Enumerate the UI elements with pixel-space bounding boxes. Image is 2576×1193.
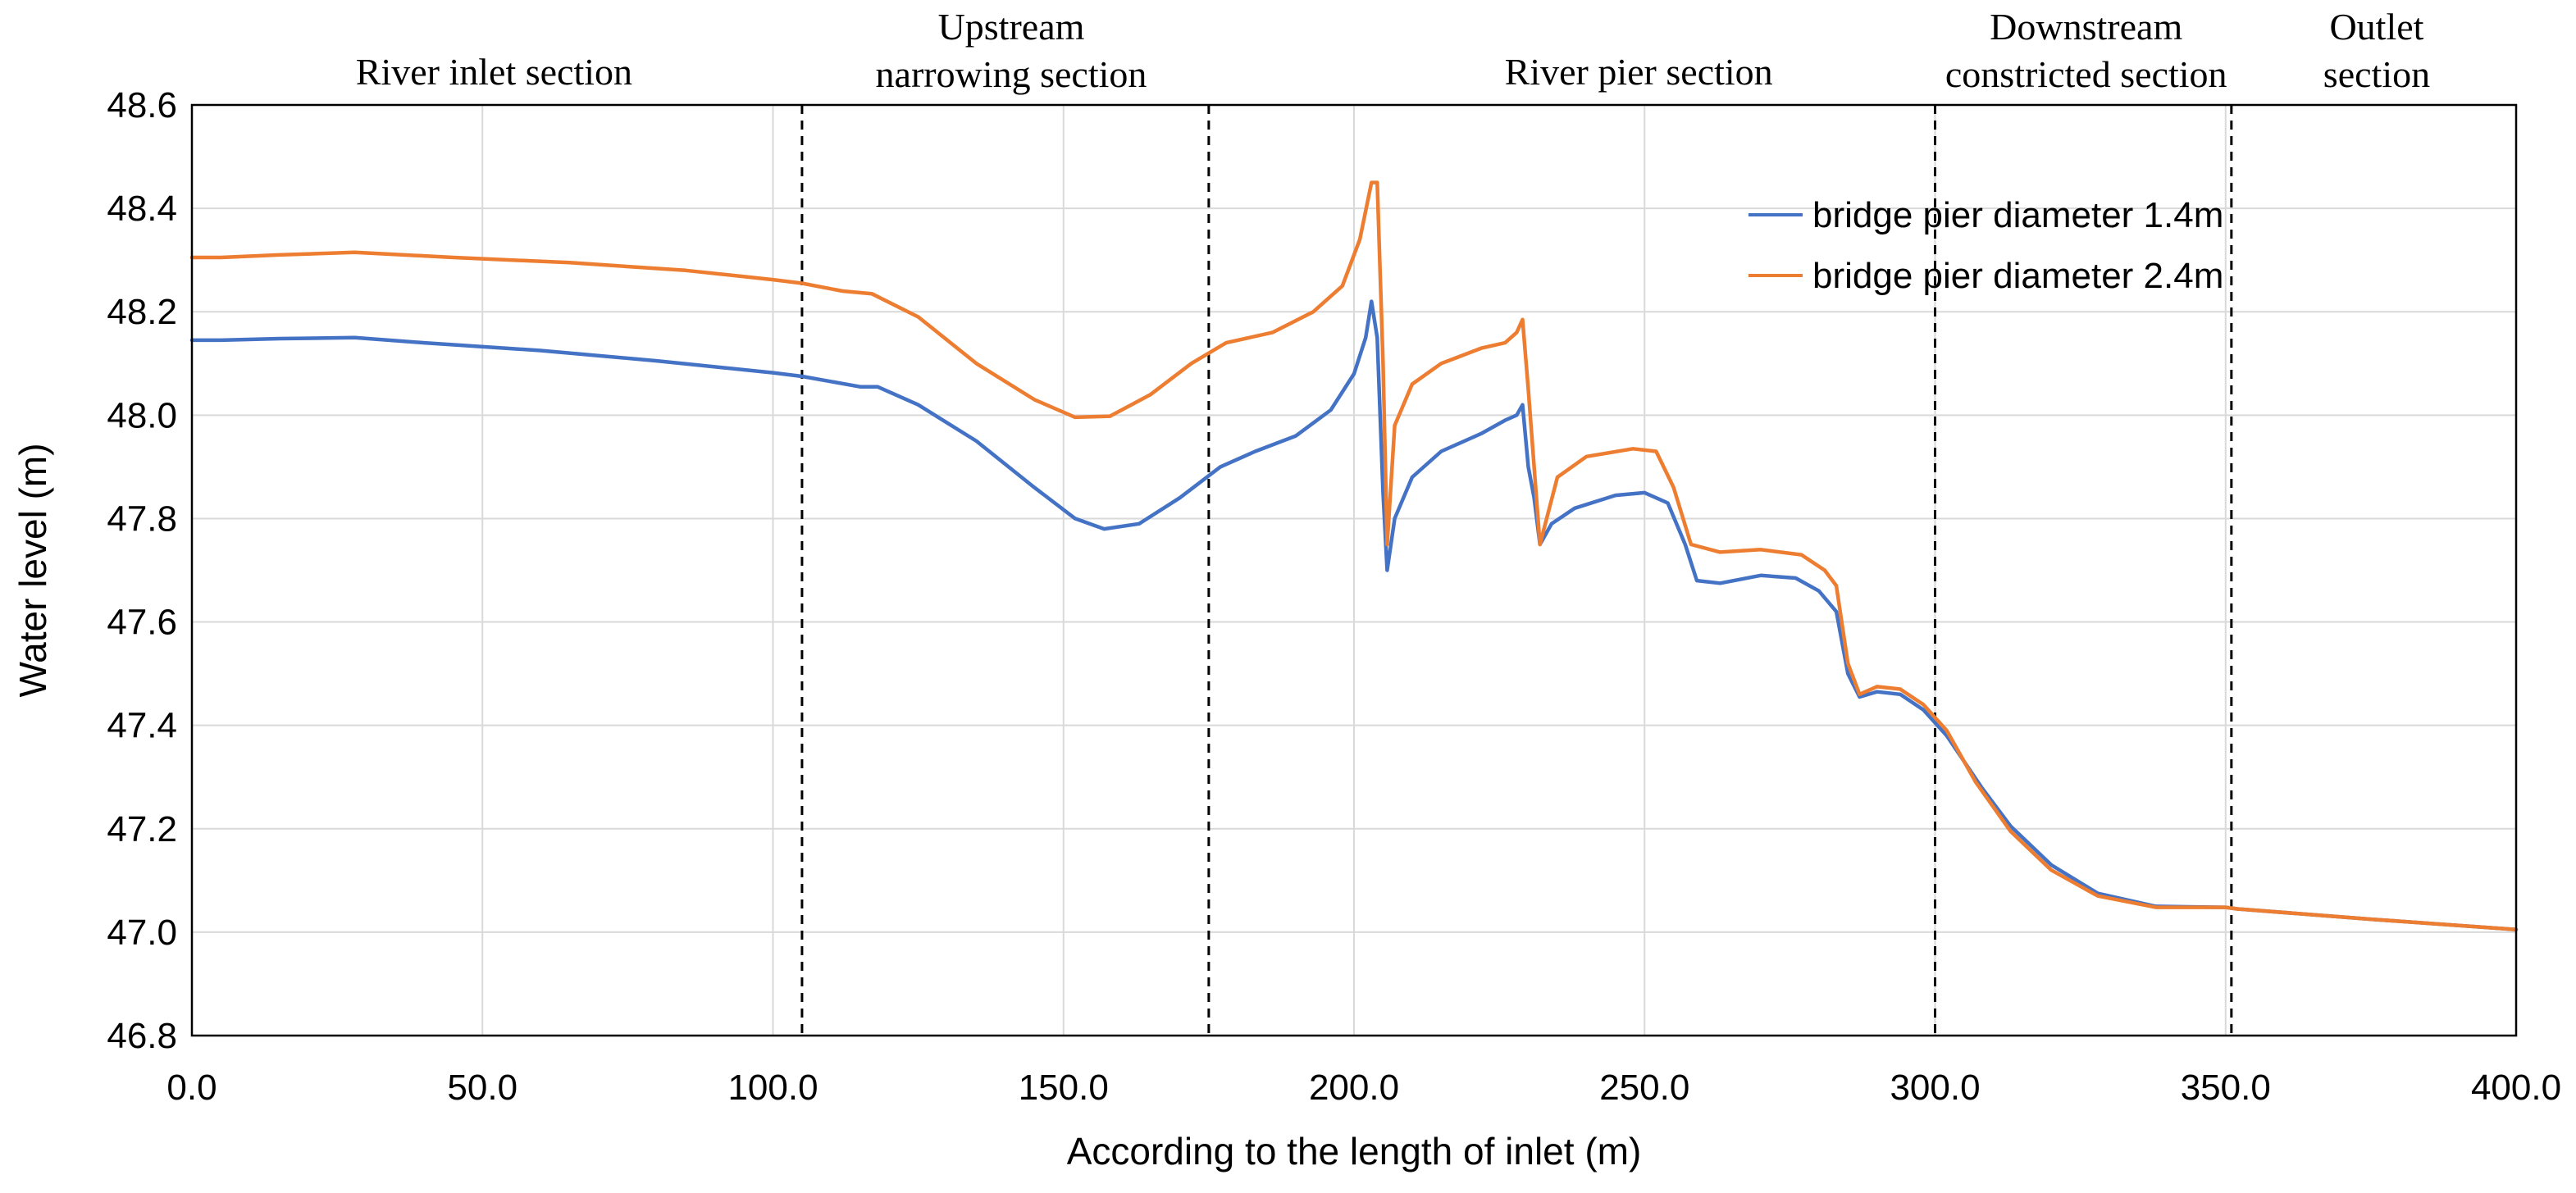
y-tick-label: 47.0	[107, 913, 177, 953]
x-tick-label: 50.0	[447, 1068, 517, 1108]
y-axis-title: Water level (m)	[11, 443, 54, 697]
x-tick-label: 100.0	[727, 1068, 818, 1108]
section-label: Upstream	[938, 6, 1085, 48]
x-tick-label: 350.0	[2181, 1068, 2271, 1108]
legend-label-1-4m: bridge pier diameter 1.4m	[1812, 195, 2223, 235]
y-tick-label: 47.6	[107, 603, 177, 643]
legend: bridge pier diameter 1.4m bridge pier di…	[1748, 195, 2223, 296]
series-line	[189, 180, 2519, 931]
x-tick-label: 300.0	[1890, 1068, 1980, 1108]
series-line	[189, 299, 2519, 931]
section-label: River inlet section	[356, 51, 632, 93]
x-tick-label: 200.0	[1309, 1068, 1399, 1108]
y-tick-label: 48.6	[107, 85, 177, 125]
y-tick-label: 47.2	[107, 809, 177, 849]
x-tick-label: 250.0	[1599, 1068, 1689, 1108]
section-label: Downstream	[1990, 6, 2182, 48]
y-tick-label: 46.8	[107, 1016, 177, 1056]
section-label: narrowing section	[876, 53, 1147, 95]
plot-frame	[190, 103, 2518, 1037]
y-tick-label: 48.0	[107, 395, 177, 435]
y-tick-label: 47.8	[107, 499, 177, 539]
x-axis-title: According to the length of inlet (m)	[1067, 1130, 1642, 1173]
y-tick-label: 48.2	[107, 292, 177, 332]
legend-label-2-4m: bridge pier diameter 2.4m	[1812, 256, 2223, 296]
section-label: constricted section	[1945, 53, 2227, 95]
x-tick-label: 400.0	[2471, 1068, 2561, 1108]
section-label: River pier section	[1505, 51, 1773, 93]
x-tick-label: 150.0	[1019, 1068, 1109, 1108]
y-tick-label: 47.4	[107, 706, 177, 746]
x-tick-label: 0.0	[166, 1068, 217, 1108]
y-tick-label: 48.4	[107, 189, 177, 229]
section-label: Outlet	[2329, 6, 2423, 48]
section-label: section	[2323, 53, 2430, 95]
